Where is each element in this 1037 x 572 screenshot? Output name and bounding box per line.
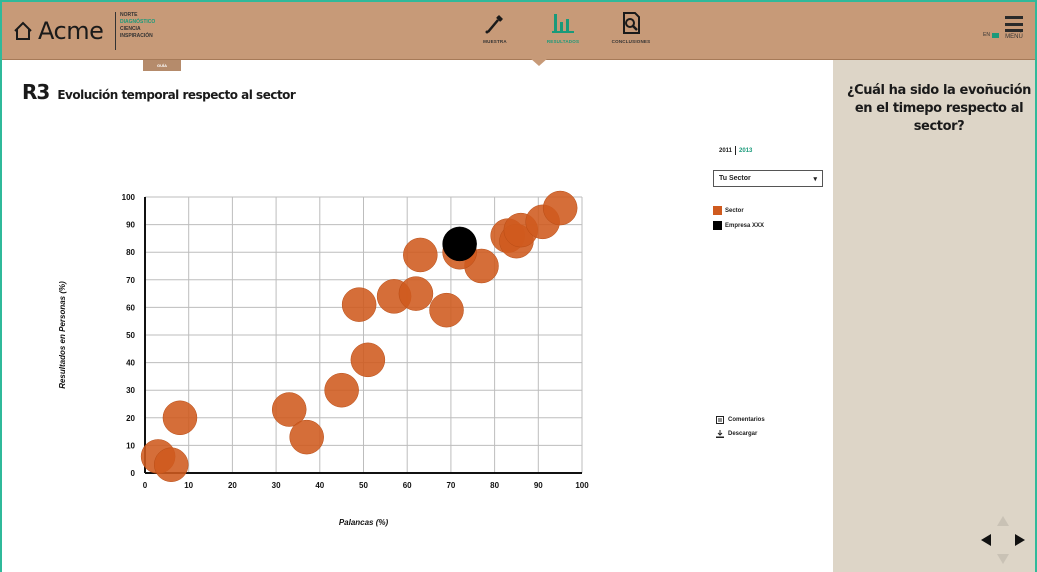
y-tick-label: 50 — [126, 331, 135, 340]
sector-point — [153, 447, 189, 482]
x-tick-label: 30 — [272, 481, 281, 490]
stage-list: NORTE DIAGNÓSTICO CIENCIA INSPIRACIÓN — [120, 12, 155, 40]
y-tick-label: 80 — [126, 248, 135, 257]
document-search-icon — [623, 12, 640, 34]
year-option[interactable]: 2011 — [719, 147, 733, 154]
sector-point — [324, 372, 359, 408]
y-tick-label: 10 — [126, 441, 135, 450]
company-point — [442, 226, 477, 262]
sidebar-question: ¿Cuál ha sido la evoñución en el timepo … — [846, 83, 1032, 134]
stage-item[interactable]: NORTE — [120, 12, 138, 18]
sector-point — [289, 419, 324, 455]
y-tick-label: 20 — [126, 414, 135, 423]
chart-svg: 0 10 20 30 40 50 60 70 80 90 100 0 10 20 30 40 50 60 70 80 9… — [58, 190, 589, 527]
brand-logo[interactable]: Acme — [12, 16, 104, 46]
x-tick-label: 20 — [228, 481, 237, 490]
main-nav: MUESTRA RESULTADOS CONCLUSIONES — [472, 10, 654, 56]
sector-point — [350, 342, 386, 378]
language-switch-icon — [992, 32, 999, 38]
scatter-chart: 0 10 20 30 40 50 60 70 80 90 100 0 10 20 30 40 50 60 70 80 9… — [50, 180, 610, 540]
bar-chart-icon — [552, 14, 574, 33]
y-tick-label: 100 — [122, 193, 136, 202]
nav-label: CONCLUSIONES — [611, 39, 651, 44]
sector-point — [398, 276, 434, 311]
sector-point — [429, 292, 464, 328]
nav-resultados[interactable]: RESULTADOS — [540, 10, 586, 56]
y-tick-label: 70 — [126, 276, 135, 285]
tools: Comentarios Descargar — [716, 413, 765, 441]
comment-icon — [716, 416, 724, 424]
stage-item-active[interactable]: DIAGNÓSTICO — [120, 19, 156, 25]
y-tick-label: 30 — [126, 386, 135, 395]
language-toggle[interactable]: EN — [983, 32, 999, 38]
legend: Sector Empresa XXX — [713, 203, 764, 233]
previous-arrow-icon[interactable] — [981, 534, 991, 546]
dropdown-arrow-icon: ▾ — [813, 175, 817, 183]
nav-divider — [115, 12, 116, 50]
stage-item[interactable]: CIENCIA — [120, 26, 141, 32]
menu-button[interactable]: MENÚ — [1005, 16, 1023, 40]
download-label: Descargar — [728, 431, 758, 437]
guide-tab[interactable]: GUÍA — [143, 60, 181, 71]
x-tick-label: 50 — [359, 481, 368, 490]
comments-label: Comentarios — [728, 417, 765, 423]
y-tick-label: 40 — [126, 359, 135, 368]
nav-label: MUESTRA — [483, 39, 507, 44]
top-bar: Acme NORTE DIAGNÓSTICO CIENCIA INSPIRACI… — [2, 2, 1035, 60]
download-button[interactable]: Descargar — [716, 427, 765, 441]
legend-swatch — [713, 206, 722, 215]
next-arrow-icon[interactable] — [1015, 534, 1025, 546]
sector-select-value: Tu Sector — [719, 175, 751, 182]
page-code: R3 — [22, 80, 50, 104]
nav-conclusiones[interactable]: CONCLUSIONES — [608, 10, 654, 56]
brand-name: Acme — [38, 17, 104, 45]
legend-item: Empresa XXX — [713, 218, 764, 233]
hamburger-icon — [1005, 16, 1023, 32]
x-tick-label: 60 — [403, 481, 412, 490]
x-tick-label: 70 — [446, 481, 455, 490]
x-axis-label: Palancas (%) — [339, 518, 389, 527]
download-icon — [716, 430, 724, 438]
menu-area: EN MENÚ — [983, 16, 1023, 40]
sector-point — [542, 190, 578, 226]
sector-point — [403, 237, 438, 273]
comments-button[interactable]: Comentarios — [716, 413, 765, 427]
up-arrow-icon[interactable] — [997, 516, 1009, 526]
stage-item[interactable]: INSPIRACIÓN — [120, 33, 153, 39]
language-label: EN — [983, 32, 990, 38]
sector-select[interactable]: Tu Sector ▾ — [713, 170, 823, 187]
y-tick-label: 0 — [131, 469, 136, 478]
x-tick-label: 100 — [575, 481, 589, 490]
page-title: R3 Evolución temporal respecto al sector — [22, 80, 296, 104]
home-icon — [14, 21, 32, 40]
y-axis-label: Resultados en Personas (%) — [58, 281, 67, 389]
active-nav-caret — [530, 58, 548, 66]
question-sidebar: ¿Cuál ha sido la evoñución en el timepo … — [833, 60, 1035, 572]
legend-label: Sector — [725, 207, 744, 214]
sector-point — [162, 400, 198, 436]
legend-label: Empresa XXX — [725, 222, 765, 229]
nav-label: RESULTADOS — [546, 39, 580, 44]
legend-item: Sector — [713, 203, 764, 218]
y-tick-label: 90 — [126, 221, 135, 230]
x-tick-label: 10 — [184, 481, 193, 490]
year-toggle: 2011 2013 — [719, 146, 752, 155]
x-tick-label: 0 — [143, 481, 148, 490]
x-tick-label: 40 — [315, 481, 324, 490]
legend-swatch — [713, 221, 722, 230]
page-title-text: Evolución temporal respecto al sector — [57, 88, 296, 102]
navigation-arrows — [981, 516, 1025, 564]
down-arrow-icon[interactable] — [997, 554, 1009, 564]
menu-label: MENÚ — [1005, 34, 1023, 40]
year-option-active[interactable]: 2013 — [739, 147, 753, 154]
x-tick-label: 80 — [490, 481, 499, 490]
sector-point — [271, 392, 307, 427]
nav-muestra[interactable]: MUESTRA — [472, 10, 518, 56]
x-tick-label: 90 — [534, 481, 543, 490]
sector-point — [341, 287, 377, 322]
year-separator — [735, 146, 737, 155]
dropper-icon — [485, 15, 503, 34]
y-tick-label: 60 — [126, 303, 135, 312]
